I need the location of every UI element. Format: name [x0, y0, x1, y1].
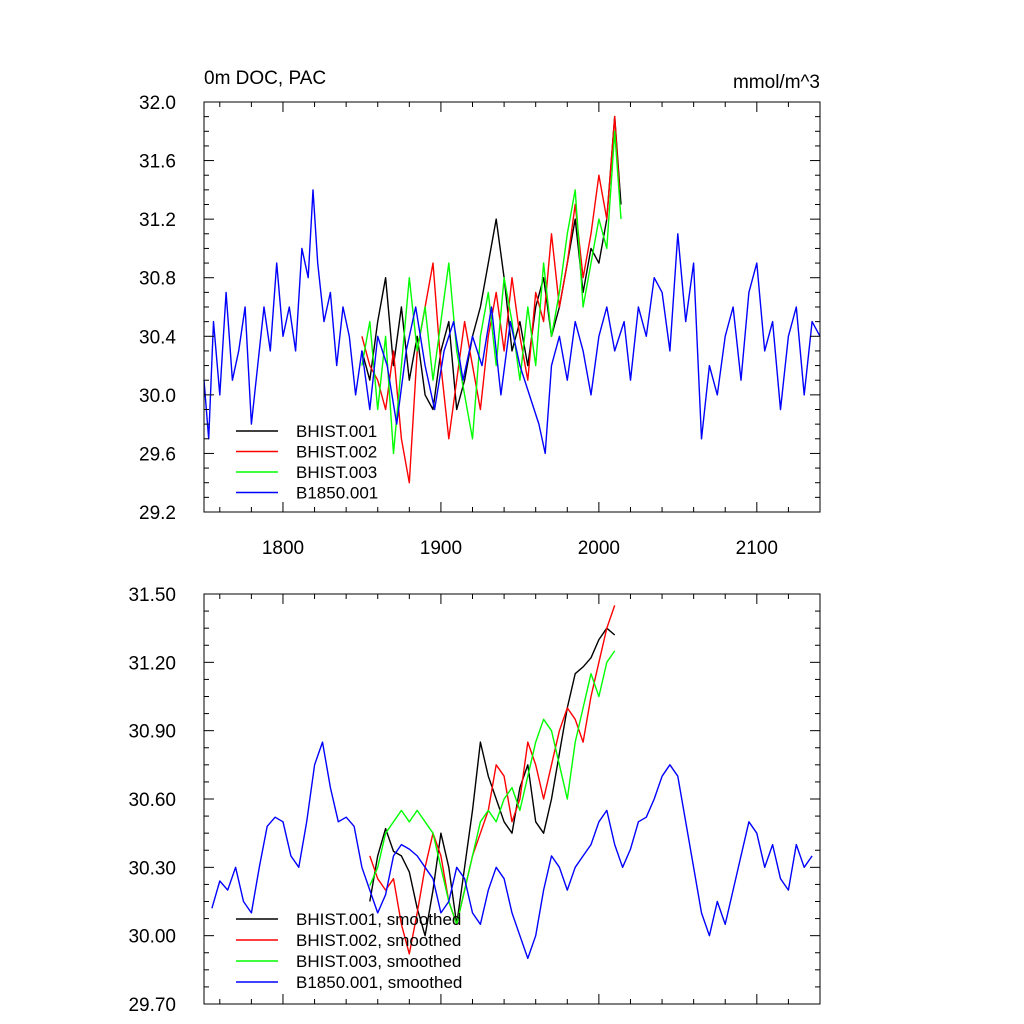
x-tick-label: 2000 [578, 538, 620, 559]
series-line-2 [361, 130, 622, 455]
legend-label-1: BHIST.002, smoothed [296, 931, 461, 950]
series-line-3 [211, 741, 813, 960]
y-tick-label: 30.60 [128, 790, 176, 811]
series-line-0 [369, 627, 616, 937]
bottom-legend: BHIST.001, smoothed BHIST.002, smoothed BH… [236, 910, 462, 992]
top-title: 0m DOC, PAC [204, 68, 326, 89]
legend-label-2: BHIST.003 [296, 463, 377, 482]
top-tick-layer: 1800 1900 2000 2100 29.2 29.6 30.0 30.4 30.8 31.2… [139, 93, 821, 559]
series-line-1 [361, 115, 621, 484]
series-line-1 [369, 605, 616, 955]
x-tick-label: 1800 [262, 538, 304, 559]
y-tick-label: 32.0 [139, 93, 176, 114]
y-tick-label: 31.20 [128, 653, 176, 674]
legend-label-0: BHIST.001 [296, 422, 377, 441]
y-tick-label: 30.30 [128, 858, 176, 879]
top-plot-frame [203, 101, 821, 513]
y-tick-label: 30.90 [128, 722, 176, 743]
bottom-panel: 29.70 30.00 30.30 30.60 30.90 31.20 31.50 BHIS… [128, 585, 821, 1016]
y-tick-label: 30.0 [139, 386, 176, 407]
y-tick-label: 30.8 [139, 269, 176, 290]
y-tick-label: 30.4 [139, 327, 176, 348]
y-tick-label: 31.50 [128, 585, 176, 606]
bottom-tick-layer: 29.70 30.00 30.30 30.60 30.90 31.20 31.50 [128, 585, 821, 1016]
legend-label-1: BHIST.002 [296, 443, 377, 462]
top-series-layer [203, 115, 821, 484]
y-tick-label: 31.2 [139, 210, 176, 231]
x-tick-label: 1900 [420, 538, 462, 559]
x-tick-label: 2100 [736, 538, 778, 559]
legend-label-0: BHIST.001, smoothed [296, 910, 461, 929]
bottom-plot-frame [203, 593, 821, 1005]
legend-label-3: B1850.001 [296, 484, 378, 503]
legend-label-3: B1850.001, smoothed [296, 973, 462, 992]
y-tick-label: 30.00 [128, 927, 176, 948]
series-line-2 [369, 650, 616, 925]
legend-label-2: BHIST.003, smoothed [296, 952, 461, 971]
y-tick-label: 29.6 [139, 444, 176, 465]
top-panel: 0m DOC, PAC mmol/m^3 1800 1900 2000 2100 29.… [139, 68, 821, 559]
y-tick-label: 29.2 [139, 503, 176, 524]
bottom-series-layer [211, 605, 813, 960]
top-units: mmol/m^3 [733, 72, 820, 93]
series-line-3 [203, 189, 821, 455]
y-tick-label: 29.70 [128, 995, 176, 1016]
y-tick-label: 31.6 [139, 152, 176, 173]
